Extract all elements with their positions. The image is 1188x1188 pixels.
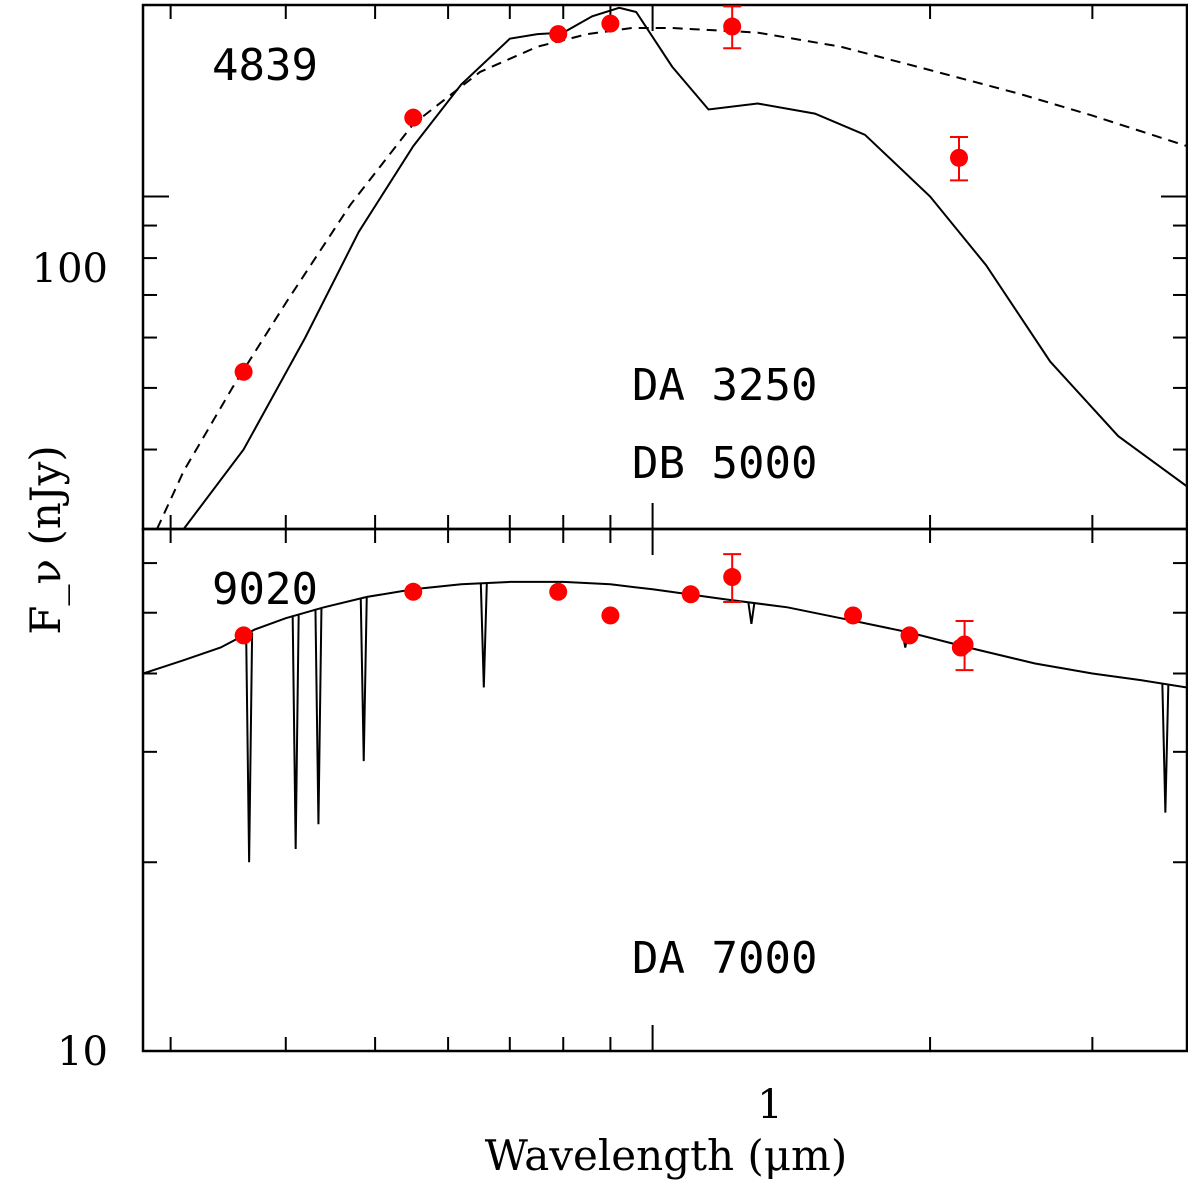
absorption-line <box>314 608 323 825</box>
data-point <box>955 635 974 654</box>
data-point <box>601 606 620 625</box>
data-point <box>404 108 423 127</box>
data-point <box>549 582 568 601</box>
data-point <box>549 25 568 44</box>
model-label-db: DB 5000 <box>632 438 817 489</box>
panel-bottom-models <box>143 580 1187 863</box>
y-axis-title: F_ν (nJy) <box>21 445 70 634</box>
y-tick-label-10: 10 <box>57 1029 108 1075</box>
panel-bottom-ticks <box>143 529 1187 1052</box>
model-label-da: DA 3250 <box>632 360 817 411</box>
x-axis-title: Wavelength (μm) <box>485 1131 848 1180</box>
panel-bottom-points <box>234 553 974 672</box>
panel-bottom-label: 9020 <box>212 564 318 615</box>
model-label-da-7000: DA 7000 <box>632 933 817 984</box>
model-curve-solid <box>182 6 1187 529</box>
panel-top-models <box>156 6 1187 529</box>
data-point <box>950 148 969 167</box>
data-point <box>723 568 742 587</box>
absorption-line <box>747 602 756 624</box>
x-tick-label-1: 1 <box>757 1082 782 1128</box>
panel-bottom-frame <box>141 527 1188 1053</box>
absorption-line <box>245 632 254 863</box>
data-point <box>234 626 253 645</box>
data-point <box>844 606 863 625</box>
panel-bottom: 9020 DA 7000 10 <box>57 527 1188 1075</box>
absorption-line <box>359 597 368 762</box>
data-point <box>681 585 700 604</box>
model-curve-solid <box>143 580 1187 689</box>
panel-top-label: 4839 <box>212 40 318 91</box>
panel-top: 4839 DA 3250 DB 5000 100 <box>32 3 1188 531</box>
y-tick-label-100: 100 <box>32 246 108 292</box>
panel-top-points <box>234 5 969 381</box>
data-point <box>234 362 253 381</box>
absorption-line <box>291 615 300 849</box>
data-point <box>723 17 742 36</box>
model-curve-dashed <box>156 27 1187 529</box>
absorption-line <box>1161 683 1170 813</box>
absorption-line <box>479 583 488 688</box>
data-point <box>900 626 919 645</box>
panel-top-ticks <box>143 4 1187 530</box>
data-point <box>601 14 620 33</box>
data-point <box>404 582 423 601</box>
